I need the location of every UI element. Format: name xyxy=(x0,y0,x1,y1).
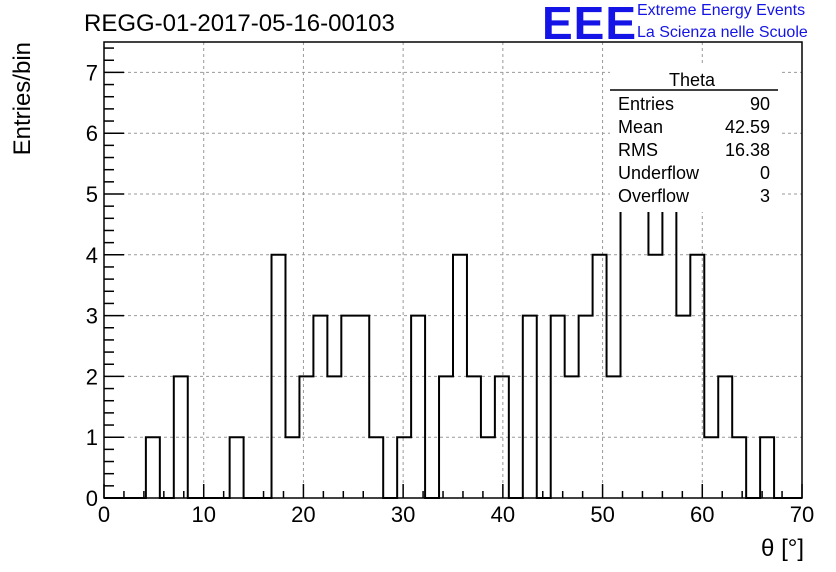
stats-value: 3 xyxy=(760,186,770,206)
plot-frame xyxy=(103,41,803,499)
stats-label: Overflow xyxy=(618,186,690,206)
y-tick-label: 7 xyxy=(86,60,98,85)
stats-label: Entries xyxy=(618,94,674,114)
y-tick-label: 2 xyxy=(86,364,98,389)
y-tick-label: 5 xyxy=(86,182,98,207)
eee-logo: EEE xyxy=(542,0,638,49)
chart-title: REGG-01-2017-05-16-00103 xyxy=(84,10,395,37)
y-tick-label: 1 xyxy=(86,425,98,450)
stats-label: Underflow xyxy=(618,163,700,183)
stats-box: Theta Entries 90 Mean 42.59 RMS 16.38 Underflo… xyxy=(610,66,780,212)
y-axis: 0 1 2 3 4 5 6 7 xyxy=(86,47,124,511)
x-tick-label: 20 xyxy=(291,502,315,527)
stats-value: 16.38 xyxy=(725,140,770,160)
x-tick-label: 40 xyxy=(491,502,515,527)
x-tick-label: 30 xyxy=(391,502,415,527)
logo-text-line2: La Scienza nelle Scuole xyxy=(637,24,808,41)
x-tick-label: 50 xyxy=(590,502,614,527)
x-axis: 0 10 20 30 40 50 60 70 xyxy=(98,484,814,527)
stats-label: RMS xyxy=(618,140,658,160)
stats-value: 90 xyxy=(750,94,770,114)
x-tick-label: 60 xyxy=(690,502,714,527)
stats-value: 0 xyxy=(760,163,770,183)
stats-value: 42.59 xyxy=(725,117,770,137)
y-tick-label: 3 xyxy=(86,304,98,329)
histogram-outline xyxy=(104,71,802,499)
logo-text-line1: Extreme Energy Events xyxy=(637,2,806,19)
y-tick-label: 6 xyxy=(86,121,98,146)
y-tick-label: 4 xyxy=(86,243,98,268)
x-tick-label: 0 xyxy=(98,502,110,527)
x-axis-title: θ [°] xyxy=(761,535,804,562)
stats-name: Theta xyxy=(669,70,716,90)
grid xyxy=(104,42,802,498)
x-tick-label: 70 xyxy=(790,502,814,527)
stats-label: Mean xyxy=(618,117,663,137)
x-tick-label: 10 xyxy=(191,502,215,527)
y-axis-title: Entries/bin xyxy=(9,42,36,155)
y-tick-label: 0 xyxy=(86,486,98,511)
